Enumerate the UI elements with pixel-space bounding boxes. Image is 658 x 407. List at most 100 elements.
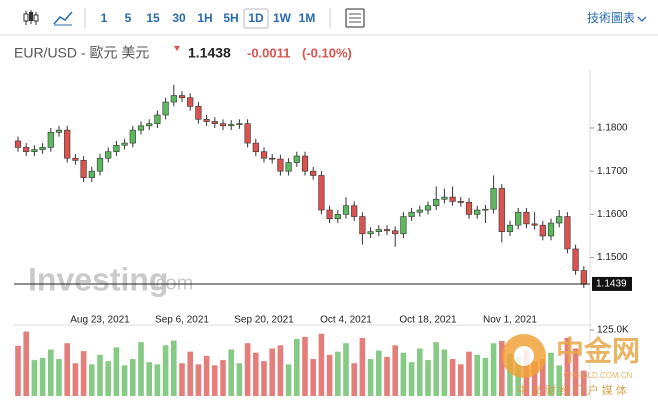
volume-bar bbox=[244, 343, 251, 396]
interval-selected[interactable] bbox=[243, 8, 269, 29]
volume-bar bbox=[146, 362, 152, 396]
candle-body bbox=[31, 149, 38, 153]
volume-bar bbox=[556, 365, 562, 396]
interval-button[interactable]: 1H bbox=[197, 11, 212, 25]
interval-button[interactable]: 5H bbox=[223, 11, 238, 25]
candle-body bbox=[47, 131, 54, 148]
icon bbox=[23, 13, 29, 22]
volume-bar bbox=[277, 345, 284, 396]
candle-body bbox=[539, 224, 546, 237]
candle-body bbox=[383, 229, 391, 232]
interval-button[interactable]: 30 bbox=[172, 11, 186, 25]
candle-body bbox=[334, 214, 341, 220]
candle-body bbox=[236, 123, 243, 125]
dropdown-arrow[interactable] bbox=[637, 16, 647, 22]
settings-button[interactable] bbox=[345, 8, 365, 28]
candle-body bbox=[441, 196, 448, 200]
candle-body bbox=[55, 129, 63, 133]
volume-bar bbox=[408, 362, 415, 396]
candle-body bbox=[367, 231, 374, 235]
volume-bar bbox=[572, 348, 579, 396]
volume-bar bbox=[89, 364, 95, 396]
candle-body bbox=[244, 123, 251, 144]
candle-body bbox=[400, 216, 407, 235]
candle-body bbox=[424, 205, 432, 211]
volume-bar bbox=[433, 342, 439, 396]
candle-body bbox=[359, 216, 366, 235]
volume-bar bbox=[113, 347, 120, 396]
candle-body bbox=[293, 155, 300, 163]
logo-tagline: 中 文 财 经 门 户 媒 体 bbox=[517, 383, 626, 397]
interval-button[interactable]: 15 bbox=[146, 11, 160, 25]
chart-type-line[interactable] bbox=[52, 8, 74, 28]
volume-bar bbox=[318, 333, 325, 396]
chart-type-candle[interactable] bbox=[20, 8, 42, 28]
volume-bar bbox=[458, 364, 464, 396]
icon bbox=[33, 14, 39, 22]
x-tick-label: Aug 23, 2021 bbox=[70, 315, 130, 326]
candle-body bbox=[433, 198, 440, 207]
candle-body bbox=[506, 224, 514, 232]
volume-bar bbox=[376, 350, 382, 396]
candle-body bbox=[187, 97, 194, 107]
volume-bar bbox=[335, 351, 341, 396]
volume-bar bbox=[228, 349, 234, 396]
candle-body bbox=[449, 196, 456, 202]
volume-bar bbox=[212, 365, 218, 396]
volume-bar bbox=[425, 360, 431, 396]
volume-bar bbox=[220, 360, 226, 396]
candle-body bbox=[285, 162, 292, 172]
candle-body bbox=[342, 205, 350, 215]
volume-bar bbox=[179, 363, 185, 396]
volume-bar bbox=[171, 340, 177, 396]
volume-bar bbox=[236, 363, 243, 396]
volume-bar bbox=[80, 351, 87, 396]
candle-body bbox=[580, 270, 587, 285]
candle-body bbox=[170, 95, 177, 103]
candle-body bbox=[351, 205, 358, 217]
volume-bar bbox=[507, 353, 513, 396]
technical-chart-menu[interactable]: 技術圖表 bbox=[587, 11, 635, 25]
volume-bar bbox=[466, 351, 472, 396]
volume-bar bbox=[449, 359, 456, 396]
interval-button[interactable]: 1D bbox=[248, 11, 264, 25]
volume-bar bbox=[187, 351, 193, 396]
candle-body bbox=[23, 147, 30, 153]
volume-tick-label: 125.0K bbox=[597, 325, 629, 336]
volume-bar bbox=[121, 365, 128, 396]
interval-button[interactable]: 5 bbox=[125, 11, 132, 25]
volume-bar bbox=[130, 359, 136, 396]
volume-bar bbox=[499, 341, 505, 396]
volume-bar bbox=[253, 352, 259, 396]
logo-site: CNGOLD.COM.CN bbox=[564, 371, 633, 380]
candle-body bbox=[105, 151, 112, 159]
last-price-box bbox=[592, 276, 632, 291]
interval-button[interactable]: 1 bbox=[101, 11, 108, 25]
volume-bar bbox=[269, 348, 275, 396]
candle-body bbox=[465, 201, 473, 215]
change-percent: (-0.10%) bbox=[302, 45, 352, 60]
candle-body bbox=[572, 248, 579, 271]
volume-bar bbox=[48, 349, 54, 396]
candle-body bbox=[121, 142, 128, 146]
watermark-brand-suffix: .com bbox=[150, 272, 193, 294]
candle-body bbox=[80, 160, 87, 178]
candle-body bbox=[498, 188, 505, 232]
candle-body bbox=[318, 175, 325, 211]
volume-bar bbox=[285, 364, 292, 396]
candle-body bbox=[137, 125, 145, 131]
x-tick-label: Sep 20, 2021 bbox=[234, 315, 294, 326]
instrument-name: EUR/USD - 歐元 美元 bbox=[14, 45, 149, 61]
volume-bar bbox=[581, 370, 587, 396]
interval-button[interactable]: 1M bbox=[299, 11, 316, 25]
candle-body bbox=[564, 216, 571, 250]
volume-bar bbox=[400, 352, 407, 396]
y-tick-label: 1.1700 bbox=[597, 166, 628, 177]
interval-button[interactable]: 1W bbox=[273, 11, 292, 25]
volume-bar bbox=[564, 337, 571, 396]
volume-bar bbox=[302, 336, 308, 396]
volume-bar bbox=[531, 361, 538, 396]
candle-body bbox=[556, 216, 563, 224]
